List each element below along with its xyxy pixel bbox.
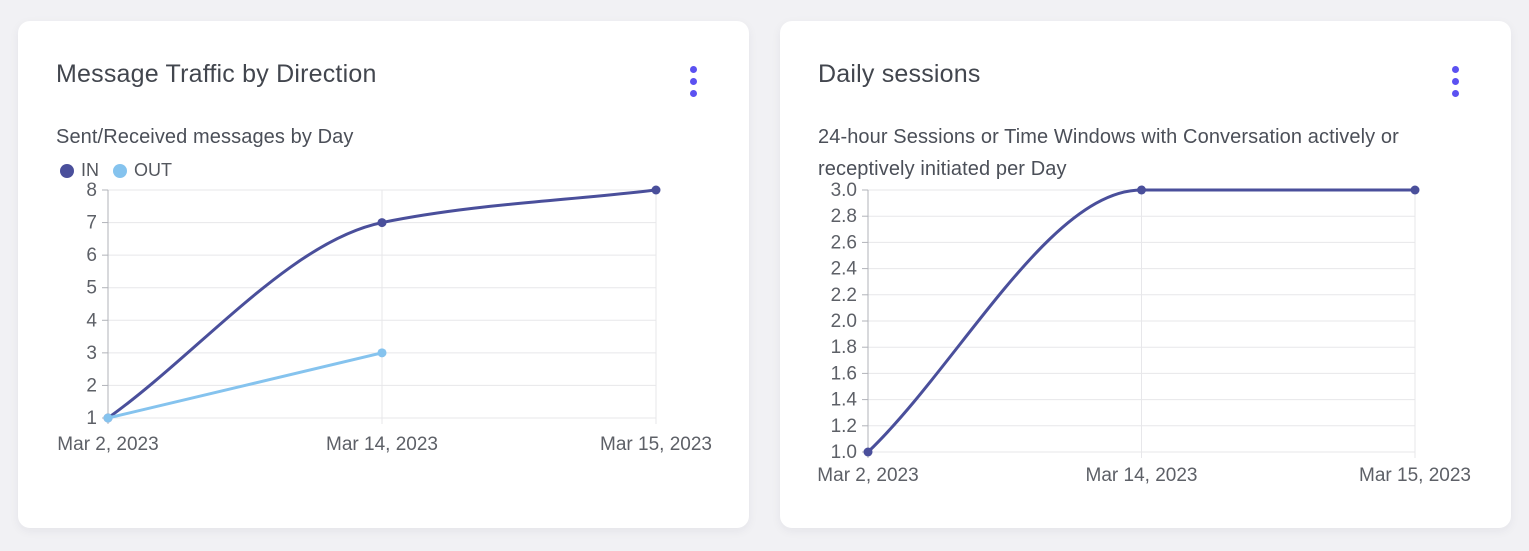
y-tick-label: 6 [86,245,97,266]
message-traffic-line-chart: 8 7 6 5 4 3 2 1 Mar 2, 2023 Mar 14, 2023 Mar 15, 2… [57,180,712,455]
legend-dot-icon [113,163,127,178]
y-tick-label: 8 [86,180,97,201]
y-tick-label: 2.4 [831,259,858,280]
y-tick-label: 7 [86,213,97,234]
legend-dot-icon [60,163,74,178]
y-tick-label: 1.0 [831,442,857,463]
x-tick-label: Mar 14, 2023 [326,434,438,455]
y-tick-label: 2.0 [831,311,857,332]
y-tick-label: 1.8 [831,337,857,358]
card-daily-sessions: Daily sessions 24-hour Sessions or Time … [780,21,1511,528]
chart-legend: IN OUT [60,160,172,181]
card-subtitle: Sent/Received messages by Day [56,126,354,148]
y-tick-label: 1 [86,408,97,429]
data-point [377,348,387,358]
card-message-traffic: Message Traffic by Direction Sent/Receiv… [18,21,749,528]
y-tick-label: 5 [86,278,97,299]
y-tick-label: 2.6 [831,232,857,253]
legend-item-in[interactable]: IN [60,160,99,181]
card-subtitle: 24-hour Sessions or Time Windows with Co… [818,126,1399,180]
kebab-menu-icon[interactable] [1447,63,1463,99]
kebab-menu-icon[interactable] [685,63,701,99]
legend-label: IN [81,160,99,180]
y-tick-label: 1.2 [831,416,857,437]
series-line-out [106,351,384,420]
data-point [863,447,873,457]
y-tick-label: 4 [86,310,97,331]
x-tick-label: Mar 15, 2023 [600,434,712,455]
data-point [651,185,661,195]
data-point [377,218,387,228]
legend-label: OUT [134,160,172,180]
y-tick-label: 3 [86,343,97,364]
card-title: Daily sessions [818,60,981,88]
y-tick-label: 1.4 [831,390,858,411]
data-point [103,413,113,423]
y-tick-label: 2.2 [831,285,857,306]
x-tick-label: Mar 14, 2023 [1086,465,1198,486]
y-tick-label: 3.0 [831,180,857,201]
x-tick-label: Mar 2, 2023 [817,465,918,486]
data-point [1410,185,1420,195]
series-line-daily-sessions [866,188,1417,454]
x-tick-label: Mar 2, 2023 [57,434,158,455]
card-title: Message Traffic by Direction [56,60,377,88]
data-point [1137,185,1146,195]
x-tick-label: Mar 15, 2023 [1359,465,1471,486]
legend-item-out[interactable]: OUT [113,160,172,181]
y-tick-label: 2.8 [831,206,857,227]
y-tick-label: 2 [86,375,97,396]
y-tick-label: 1.6 [831,363,857,384]
